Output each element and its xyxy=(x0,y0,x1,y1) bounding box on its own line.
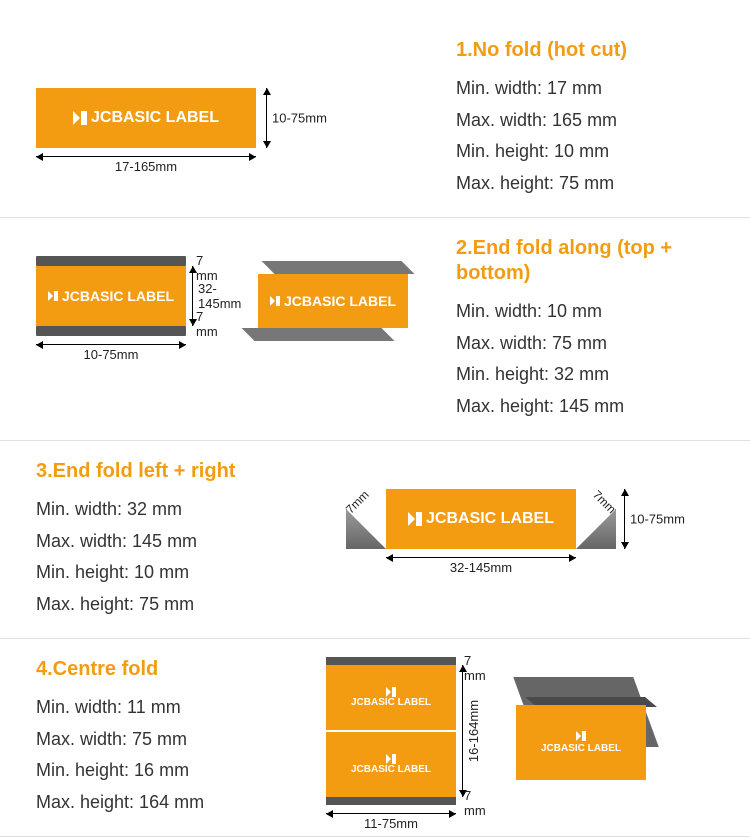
label-text: JCBASIC LABEL xyxy=(426,510,554,528)
section-end-fold-tb: JCBASIC LABEL 7 mm 32-145mm 7 mm 10-75mm xyxy=(0,218,750,441)
width-label: 11-75mm xyxy=(364,816,418,831)
label-body: JCBASIC LABEL xyxy=(36,88,256,148)
width-dimension: 17-165mm xyxy=(36,156,256,157)
fold-bottom xyxy=(326,797,456,805)
mid-height-label: 32-145mm xyxy=(198,281,241,311)
spec-min-width: Min. width: 10 mm xyxy=(456,296,714,328)
section-title: 1.No fold (hot cut) xyxy=(456,38,714,63)
brand-icon xyxy=(270,296,280,306)
diagram-no-fold: JCBASIC LABEL 10-75mm 17-165mm xyxy=(36,38,436,157)
spec-min-width: Min. width: 32 mm xyxy=(36,494,326,526)
flat-view: JCBASIC LABEL JCBASIC LABEL 7 mm 16-164m… xyxy=(326,657,456,814)
flap-top xyxy=(262,261,415,274)
spec-text: 2.End fold along (top + bottom) Min. wid… xyxy=(456,236,714,422)
label-text: JCBASIC LABEL xyxy=(284,293,396,309)
diagram-centre-fold: JCBASIC LABEL JCBASIC LABEL 7 mm 16-164m… xyxy=(326,657,656,814)
label-text: JCBASIC LABEL xyxy=(91,109,219,127)
folded-view: JCBASIC LABEL xyxy=(516,677,656,797)
label-text: JCBASIC LABEL xyxy=(541,743,621,754)
flat-view: JCBASIC LABEL 7 mm 32-145mm 7 mm xyxy=(36,256,186,336)
label-body: JCBASIC LABEL xyxy=(258,274,408,328)
label-text: JCBASIC LABEL xyxy=(351,697,431,708)
label-text: JCBASIC LABEL xyxy=(351,764,431,775)
width-label: 10-75mm xyxy=(84,347,139,362)
brand-icon xyxy=(386,754,396,764)
panel-bottom: JCBASIC LABEL xyxy=(326,732,456,797)
spec-max-width: Max. width: 165 mm xyxy=(456,105,714,137)
spec-text: 4.Centre fold Min. width: 11 mm Max. wid… xyxy=(36,657,306,818)
label-text: JCBASIC LABEL xyxy=(62,288,174,304)
fold-top-label: 7 mm xyxy=(464,653,486,683)
spec-max-height: Max. height: 145 mm xyxy=(456,391,714,423)
label-body: JCBASIC LABEL xyxy=(36,266,186,326)
height-label: 10-75mm xyxy=(630,512,685,527)
spec-max-width: Max. width: 75 mm xyxy=(36,724,306,756)
section-end-fold-lr: 3.End fold left + right Min. width: 32 m… xyxy=(0,441,750,639)
total-height-label: 16-164mm xyxy=(466,700,481,762)
front-panel: JCBASIC LABEL xyxy=(516,705,646,780)
spec-max-width: Max. width: 145 mm xyxy=(36,526,326,558)
brand-icon xyxy=(576,731,586,741)
diagram-end-fold-lr: 7mm JCBASIC LABEL 7mm 10-75mm 32-145mm xyxy=(346,459,666,558)
height-dimension: 10-75mm xyxy=(624,489,625,549)
width-dimension: 11-75mm xyxy=(326,813,456,814)
section-title: 3.End fold left + right xyxy=(36,459,326,484)
flap-right-wrap: 7mm xyxy=(576,509,616,549)
spec-min-width: Min. width: 11 mm xyxy=(36,692,306,724)
flap-left-wrap: 7mm xyxy=(346,509,386,549)
fold-top xyxy=(36,256,186,266)
width-dimension: 32-145mm xyxy=(386,557,576,558)
spec-max-width: Max. width: 75 mm xyxy=(456,328,714,360)
width-label: 17-165mm xyxy=(115,159,177,174)
panel-top: JCBASIC LABEL xyxy=(326,665,456,730)
label-body: JCBASIC LABEL xyxy=(386,489,576,549)
brand-icon xyxy=(73,111,87,125)
fold-bot-label: 7 mm xyxy=(196,309,218,339)
spec-text: 1.No fold (hot cut) Min. width: 17 mm Ma… xyxy=(456,38,714,199)
height-dimension: 10-75mm xyxy=(266,88,267,148)
total-height-dimension: 16-164mm xyxy=(462,665,463,797)
spec-min-height: Min. height: 16 mm xyxy=(36,755,306,787)
perspective-view: JCBASIC LABEL xyxy=(258,261,408,341)
mid-height-dimension: 32-145mm xyxy=(192,266,193,326)
section-no-fold: JCBASIC LABEL 10-75mm 17-165mm 1.No fold… xyxy=(0,20,750,218)
spec-max-height: Max. height: 75 mm xyxy=(36,589,326,621)
section-centre-fold: 4.Centre fold Min. width: 11 mm Max. wid… xyxy=(0,639,750,837)
spec-min-height: Min. height: 32 mm xyxy=(456,359,714,391)
spec-min-height: Min. height: 10 mm xyxy=(36,557,326,589)
flap-right xyxy=(576,509,616,549)
fold-top-label: 7 mm xyxy=(196,253,218,283)
flap-left xyxy=(346,509,386,549)
spec-min-height: Min. height: 10 mm xyxy=(456,136,714,168)
diagram-end-fold-tb: JCBASIC LABEL 7 mm 32-145mm 7 mm 10-75mm xyxy=(36,236,436,345)
width-dimension: 10-75mm xyxy=(36,344,186,345)
brand-icon xyxy=(386,687,396,697)
fold-bottom xyxy=(36,326,186,336)
section-title: 2.End fold along (top + bottom) xyxy=(456,236,714,286)
spec-min-width: Min. width: 17 mm xyxy=(456,73,714,105)
brand-icon xyxy=(48,291,58,301)
spec-max-height: Max. height: 164 mm xyxy=(36,787,306,819)
flap-bottom xyxy=(242,328,395,341)
height-label: 10-75mm xyxy=(272,111,327,126)
spec-max-height: Max. height: 75 mm xyxy=(456,168,714,200)
brand-icon xyxy=(408,512,422,526)
fold-bot-label: 7 mm xyxy=(464,788,486,818)
section-title: 4.Centre fold xyxy=(36,657,306,682)
fold-top xyxy=(326,657,456,665)
spec-text: 3.End fold left + right Min. width: 32 m… xyxy=(36,459,326,620)
width-label: 32-145mm xyxy=(450,560,512,575)
